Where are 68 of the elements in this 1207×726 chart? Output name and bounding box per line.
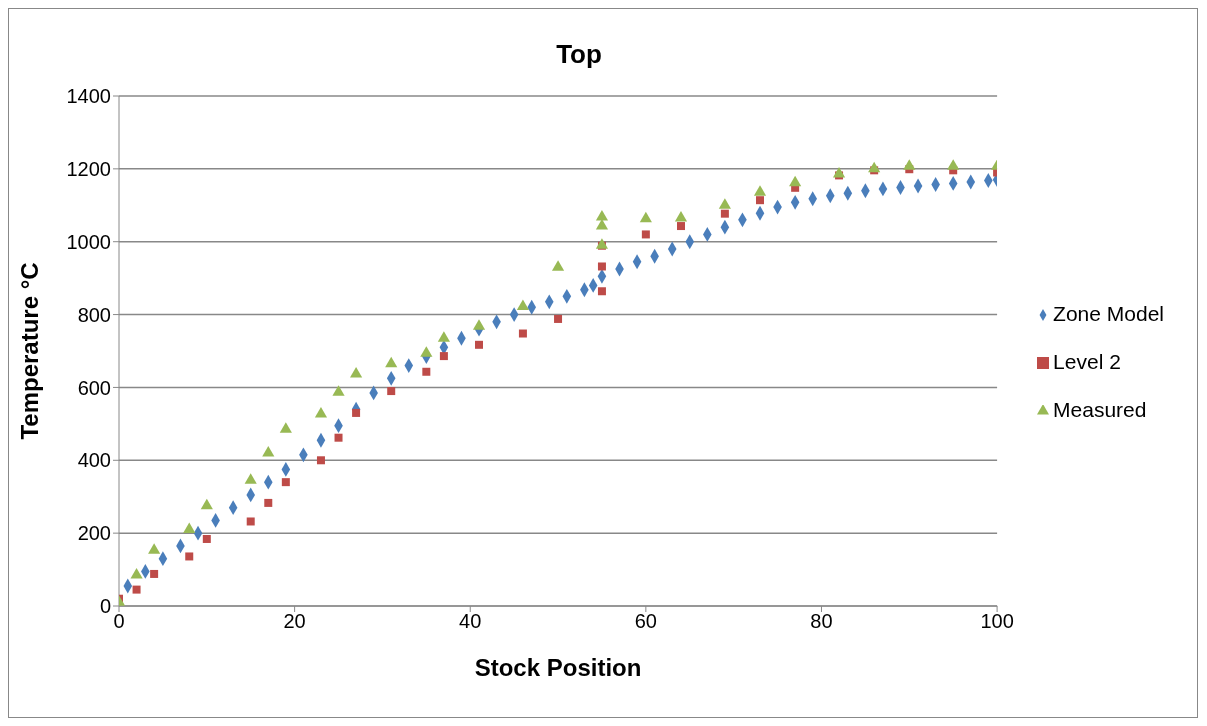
point [148, 543, 161, 554]
y-tick-label: 1200 [66, 157, 111, 180]
x-tick-label: 40 [459, 610, 482, 633]
x-tick-label: 100 [980, 610, 1014, 633]
point [244, 473, 257, 484]
y-tick-label: 800 [77, 303, 111, 326]
x-tick-label: 20 [283, 610, 306, 633]
point [200, 498, 213, 510]
y-tick-label: 200 [77, 522, 111, 545]
x-tick-label: 60 [634, 610, 657, 633]
y-axis-title: Temperature °C [15, 262, 43, 440]
point [516, 299, 529, 311]
point [718, 198, 731, 209]
point [595, 219, 609, 230]
point [439, 352, 448, 361]
point [868, 161, 881, 173]
point [281, 478, 290, 487]
point [947, 159, 960, 170]
point [332, 385, 345, 396]
point [352, 408, 361, 417]
point [150, 569, 159, 578]
point [185, 552, 194, 561]
point [554, 314, 563, 323]
point [246, 517, 255, 526]
point [130, 568, 143, 579]
point [903, 159, 916, 170]
y-tick-label: 1000 [66, 230, 111, 253]
point [756, 196, 765, 205]
point [551, 260, 565, 271]
chart-title: Top [556, 39, 602, 69]
point [387, 387, 396, 396]
x-tick-label: 0 [113, 610, 125, 633]
point [202, 534, 211, 543]
point [334, 433, 343, 442]
point [350, 366, 363, 378]
point [720, 209, 729, 218]
point [316, 456, 325, 465]
point [385, 356, 398, 368]
point [420, 346, 433, 357]
point [475, 340, 484, 349]
point [518, 329, 527, 338]
point [279, 422, 292, 433]
y-tick-label: 600 [77, 376, 111, 399]
legend-label: Zone Model [1053, 301, 1164, 325]
point [753, 185, 767, 196]
point [437, 331, 450, 342]
x-tick-label: 80 [810, 610, 833, 633]
y-tick-label: 1400 [66, 85, 111, 108]
point [183, 522, 196, 534]
point [422, 367, 431, 376]
point [314, 407, 328, 418]
legend-label: Level 2 [1053, 349, 1121, 373]
point [676, 222, 685, 231]
point [641, 230, 650, 239]
point [264, 498, 273, 507]
point [789, 175, 802, 187]
point [595, 209, 609, 221]
point [639, 211, 652, 223]
legend-label: Measured [1053, 397, 1147, 421]
point [262, 445, 275, 457]
point [597, 262, 606, 271]
y-tick-label: 0 [99, 595, 111, 618]
point [132, 585, 141, 594]
point [674, 211, 688, 222]
point [472, 319, 486, 330]
point [597, 287, 606, 296]
x-axis-title: Stock Position [474, 654, 642, 681]
y-tick-label: 400 [77, 449, 111, 472]
